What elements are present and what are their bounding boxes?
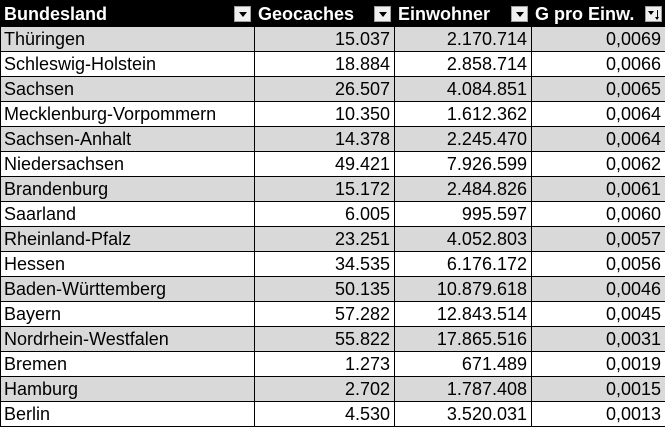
cell-einwohner[interactable]: 2.170.714 <box>394 26 532 52</box>
cell-g-pro-einw[interactable]: 0,0069 <box>531 26 665 52</box>
header-label: Geocaches <box>258 3 355 24</box>
cell-g-pro-einw[interactable]: 0,0062 <box>531 151 665 177</box>
cell-bundesland[interactable]: Mecklenburg-Vorpommern <box>0 101 255 127</box>
cell-bundesland[interactable]: Hessen <box>0 251 255 277</box>
table-row: Bayern 57.282 12.843.514 0,0045 <box>0 301 665 327</box>
cell-geocaches[interactable]: 50.135 <box>254 276 395 302</box>
filter-dropdown-icon[interactable] <box>511 6 528 22</box>
cell-bundesland[interactable]: Saarland <box>0 201 255 227</box>
cell-geocaches[interactable]: 26.507 <box>254 76 395 102</box>
cell-bundesland[interactable]: Bremen <box>0 351 255 377</box>
table-header: Bundesland Geocaches Einwohner G pro Ein… <box>0 0 665 27</box>
table-row: Sachsen 26.507 4.084.851 0,0065 <box>0 76 665 102</box>
cell-g-pro-einw[interactable]: 0,0013 <box>531 401 665 427</box>
header-row: Bundesland Geocaches Einwohner G pro Ein… <box>0 0 665 27</box>
cell-geocaches[interactable]: 15.037 <box>254 26 395 52</box>
table-row: Bremen 1.273 671.489 0,0019 <box>0 351 665 377</box>
cell-geocaches[interactable]: 2.702 <box>254 376 395 402</box>
cell-bundesland[interactable]: Brandenburg <box>0 176 255 202</box>
cell-bundesland[interactable]: Sachsen <box>0 76 255 102</box>
cell-einwohner[interactable]: 995.597 <box>394 201 532 227</box>
cell-einwohner[interactable]: 4.052.803 <box>394 226 532 252</box>
table-row: Baden-Württemberg 50.135 10.879.618 0,0046 <box>0 276 665 302</box>
table-row: Mecklenburg-Vorpommern 10.350 1.612.362 0,0… <box>0 101 665 127</box>
header-bundesland: Bundesland <box>0 0 255 27</box>
cell-einwohner[interactable]: 2.245.470 <box>394 126 532 152</box>
cell-geocaches[interactable]: 18.884 <box>254 51 395 77</box>
cell-g-pro-einw[interactable]: 0,0061 <box>531 176 665 202</box>
cell-einwohner[interactable]: 7.926.599 <box>394 151 532 177</box>
table-row: Saarland 6.005 995.597 0,0060 <box>0 201 665 227</box>
cell-g-pro-einw[interactable]: 0,0019 <box>531 351 665 377</box>
header-einwohner: Einwohner <box>394 0 532 27</box>
cell-einwohner[interactable]: 4.084.851 <box>394 76 532 102</box>
cell-einwohner[interactable]: 6.176.172 <box>394 251 532 277</box>
table-row: Sachsen-Anhalt 14.378 2.245.470 0,0064 <box>0 126 665 152</box>
table-row: Hessen 34.535 6.176.172 0,0056 <box>0 251 665 277</box>
cell-einwohner[interactable]: 12.843.514 <box>394 301 532 327</box>
header-g-pro-einw: G pro Einw. <box>531 0 665 27</box>
filter-dropdown-icon[interactable] <box>234 6 251 22</box>
cell-geocaches[interactable]: 34.535 <box>254 251 395 277</box>
cell-g-pro-einw[interactable]: 0,0045 <box>531 301 665 327</box>
cell-bundesland[interactable]: Baden-Württemberg <box>0 276 255 302</box>
sort-descending-icon[interactable] <box>645 6 662 22</box>
bundesland-table: Bundesland Geocaches Einwohner G pro Ein… <box>0 0 665 427</box>
filter-dropdown-icon[interactable] <box>374 6 391 22</box>
cell-einwohner[interactable]: 10.879.618 <box>394 276 532 302</box>
cell-bundesland[interactable]: Bayern <box>0 301 255 327</box>
cell-geocaches[interactable]: 49.421 <box>254 151 395 177</box>
header-label: Bundesland <box>4 3 108 24</box>
cell-bundesland[interactable]: Schleswig-Holstein <box>0 51 255 77</box>
cell-bundesland[interactable]: Berlin <box>0 401 255 427</box>
cell-geocaches[interactable]: 14.378 <box>254 126 395 152</box>
cell-geocaches[interactable]: 23.251 <box>254 226 395 252</box>
header-label: Einwohner <box>398 3 491 24</box>
cell-einwohner[interactable]: 17.865.516 <box>394 326 532 352</box>
cell-bundesland[interactable]: Niedersachsen <box>0 151 255 177</box>
cell-einwohner[interactable]: 2.858.714 <box>394 51 532 77</box>
table-row: Nordrhein-Westfalen 55.822 17.865.516 0,003… <box>0 326 665 352</box>
cell-geocaches[interactable]: 10.350 <box>254 101 395 127</box>
cell-bundesland[interactable]: Sachsen-Anhalt <box>0 126 255 152</box>
table-row: Berlin 4.530 3.520.031 0,0013 <box>0 401 665 427</box>
cell-g-pro-einw[interactable]: 0,0056 <box>531 251 665 277</box>
cell-g-pro-einw[interactable]: 0,0015 <box>531 376 665 402</box>
table-row: Hamburg 2.702 1.787.408 0,0015 <box>0 376 665 402</box>
cell-g-pro-einw[interactable]: 0,0066 <box>531 51 665 77</box>
cell-geocaches[interactable]: 1.273 <box>254 351 395 377</box>
cell-bundesland[interactable]: Thüringen <box>0 26 255 52</box>
table-row: Schleswig-Holstein 18.884 2.858.714 0,0066 <box>0 51 665 77</box>
cell-geocaches[interactable]: 4.530 <box>254 401 395 427</box>
table-row: Thüringen 15.037 2.170.714 0,0069 <box>0 26 665 52</box>
table-row: Brandenburg 15.172 2.484.826 0,0061 <box>0 176 665 202</box>
cell-g-pro-einw[interactable]: 0,0064 <box>531 126 665 152</box>
cell-bundesland[interactable]: Hamburg <box>0 376 255 402</box>
cell-bundesland[interactable]: Rheinland-Pfalz <box>0 226 255 252</box>
cell-einwohner[interactable]: 671.489 <box>394 351 532 377</box>
table-row: Rheinland-Pfalz 23.251 4.052.803 0,0057 <box>0 226 665 252</box>
cell-einwohner[interactable]: 2.484.826 <box>394 176 532 202</box>
cell-geocaches[interactable]: 57.282 <box>254 301 395 327</box>
cell-geocaches[interactable]: 6.005 <box>254 201 395 227</box>
header-geocaches: Geocaches <box>254 0 395 27</box>
cell-g-pro-einw[interactable]: 0,0060 <box>531 201 665 227</box>
cell-einwohner[interactable]: 3.520.031 <box>394 401 532 427</box>
cell-g-pro-einw[interactable]: 0,0031 <box>531 326 665 352</box>
cell-bundesland[interactable]: Nordrhein-Westfalen <box>0 326 255 352</box>
table-row: Niedersachsen 49.421 7.926.599 0,0062 <box>0 151 665 177</box>
cell-einwohner[interactable]: 1.787.408 <box>394 376 532 402</box>
cell-g-pro-einw[interactable]: 0,0046 <box>531 276 665 302</box>
cell-einwohner[interactable]: 1.612.362 <box>394 101 532 127</box>
cell-g-pro-einw[interactable]: 0,0064 <box>531 101 665 127</box>
cell-g-pro-einw[interactable]: 0,0057 <box>531 226 665 252</box>
cell-geocaches[interactable]: 15.172 <box>254 176 395 202</box>
cell-geocaches[interactable]: 55.822 <box>254 326 395 352</box>
cell-g-pro-einw[interactable]: 0,0065 <box>531 76 665 102</box>
header-label: G pro Einw. <box>535 3 635 24</box>
table-body: Thüringen 15.037 2.170.714 0,0069 Schleswig-… <box>0 26 665 427</box>
